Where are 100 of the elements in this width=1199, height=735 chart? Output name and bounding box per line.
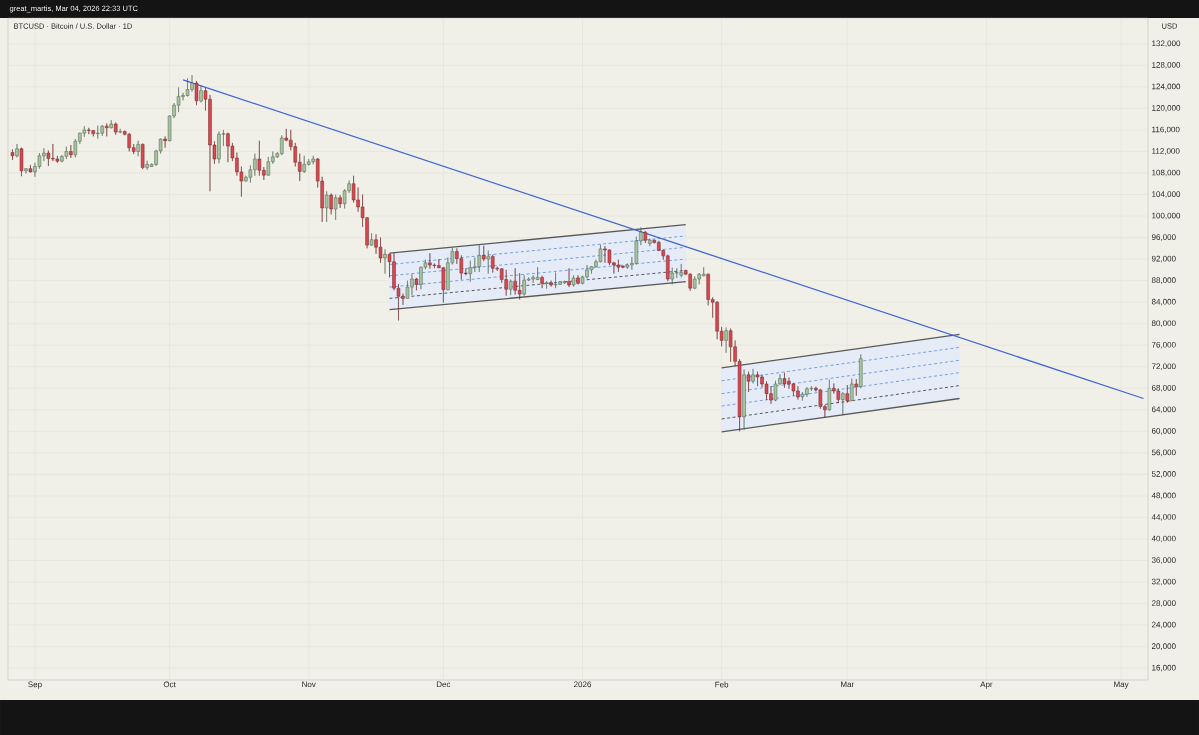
candlestick: [24, 167, 28, 174]
candlestick: [369, 233, 374, 246]
candlestick: [535, 266, 540, 281]
candlestick: [508, 279, 513, 296]
y-tick-label: 84,000: [1151, 298, 1176, 306]
candlestick: [845, 384, 850, 404]
candlestick: [140, 143, 145, 170]
candlestick: [549, 280, 553, 287]
y-tick-label: 36,000: [1151, 557, 1176, 564]
candlestick: [333, 194, 338, 221]
y-tick-label: 52,000: [1151, 471, 1176, 478]
candlestick: [491, 254, 495, 273]
candlestick: [100, 124, 104, 137]
y-tick-label: 68,000: [1151, 384, 1176, 392]
y-tick-label: 88,000: [1151, 277, 1176, 284]
candlestick: [69, 144, 73, 159]
candlestick: [199, 85, 203, 103]
candlestick: [64, 146, 69, 160]
candlestick: [194, 80, 199, 106]
candlestick: [482, 245, 486, 262]
candlestick: [105, 123, 109, 137]
candlestick: [118, 128, 122, 134]
candlestick: [109, 120, 113, 129]
y-tick-label: 120,000: [1152, 105, 1181, 112]
candlestick: [648, 238, 652, 247]
y-tick-label: 76,000: [1151, 341, 1176, 349]
candlestick: [553, 272, 558, 289]
candlestick: [10, 149, 15, 161]
candlestick: [163, 136, 167, 148]
candlestick: [782, 372, 787, 388]
x-tick-label: Mar: [841, 681, 855, 688]
candlestick: [724, 327, 728, 353]
candlestick: [576, 275, 580, 285]
y-tick-label: 92,000: [1151, 255, 1176, 263]
candlestick: [854, 378, 859, 397]
y-tick-label: 80,000: [1151, 320, 1176, 327]
candlestick: [643, 230, 648, 244]
x-tick-label: Nov: [302, 681, 316, 688]
candlestick: [755, 371, 760, 387]
candlestick: [414, 277, 419, 291]
candlestick: [751, 368, 755, 384]
candlestick: [827, 379, 832, 412]
candlestick: [567, 268, 571, 288]
y-tick-label: 112,000: [1152, 148, 1180, 155]
y-tick-label: 16,000: [1152, 664, 1176, 672]
x-tick-label: Apr: [980, 681, 993, 689]
y-tick-label: 116,000: [1152, 126, 1180, 134]
y-tick-label: 72,000: [1151, 363, 1176, 371]
y-tick-label: 20,000: [1151, 643, 1176, 650]
candlestick: [96, 125, 100, 139]
candlestick: [15, 143, 19, 158]
candlestick: [692, 276, 697, 290]
candlestick: [257, 140, 262, 176]
x-tick-label: 2026: [574, 681, 592, 688]
candlestick: [19, 147, 24, 177]
y-tick-label: 128,000: [1152, 62, 1181, 69]
candlestick: [746, 371, 751, 393]
y-tick-label: 100,000: [1152, 212, 1181, 220]
candlestick: [383, 249, 387, 274]
candlestick: [728, 328, 733, 363]
y-tick-label: 124,000: [1152, 83, 1181, 91]
candlestick: [91, 129, 96, 137]
candlestick: [544, 280, 549, 289]
y-tick-label: 56,000: [1151, 449, 1176, 457]
y-tick-label: 28,000: [1151, 600, 1176, 607]
candlestick: [136, 140, 140, 157]
y-tick-label: 48,000: [1151, 492, 1176, 500]
y-tick-label: 24,000: [1151, 621, 1176, 629]
y-tick-label: 104,000: [1152, 191, 1181, 198]
candlestick: [859, 354, 863, 389]
candlestick: [311, 155, 315, 165]
candlestick: [571, 275, 576, 287]
y-tick-label: 60,000: [1151, 428, 1176, 435]
y-tick-label: 44,000: [1151, 514, 1176, 521]
y-tick-label: 108,000: [1152, 169, 1181, 177]
candlestick: [688, 272, 692, 292]
candlestick: [679, 263, 683, 278]
candlestick: [791, 382, 796, 397]
candlestick: [468, 260, 473, 282]
x-tick-label: Dec: [436, 681, 451, 688]
candlestick: [114, 122, 118, 136]
candlestick: [87, 127, 91, 135]
candlestick: [329, 193, 333, 215]
candlestick: [800, 391, 805, 401]
candlestick: [486, 250, 490, 274]
candlestick: [28, 164, 33, 173]
x-tick-label: Sep: [28, 681, 42, 689]
candlestick: [378, 237, 383, 264]
candlestick: [517, 272, 522, 300]
candlestick: [338, 194, 342, 209]
y-tick-label: 132,000: [1152, 40, 1181, 48]
y-tick-label: 64,000: [1151, 406, 1176, 414]
x-tick-label: Feb: [715, 681, 729, 688]
candlestick: [185, 78, 190, 97]
candlestick: [850, 378, 854, 402]
candlestick: [504, 269, 508, 296]
candlestick: [562, 280, 567, 285]
y-tick-label: 96,000: [1151, 234, 1176, 241]
candlestick: [616, 259, 621, 273]
candlestick: [324, 191, 329, 223]
